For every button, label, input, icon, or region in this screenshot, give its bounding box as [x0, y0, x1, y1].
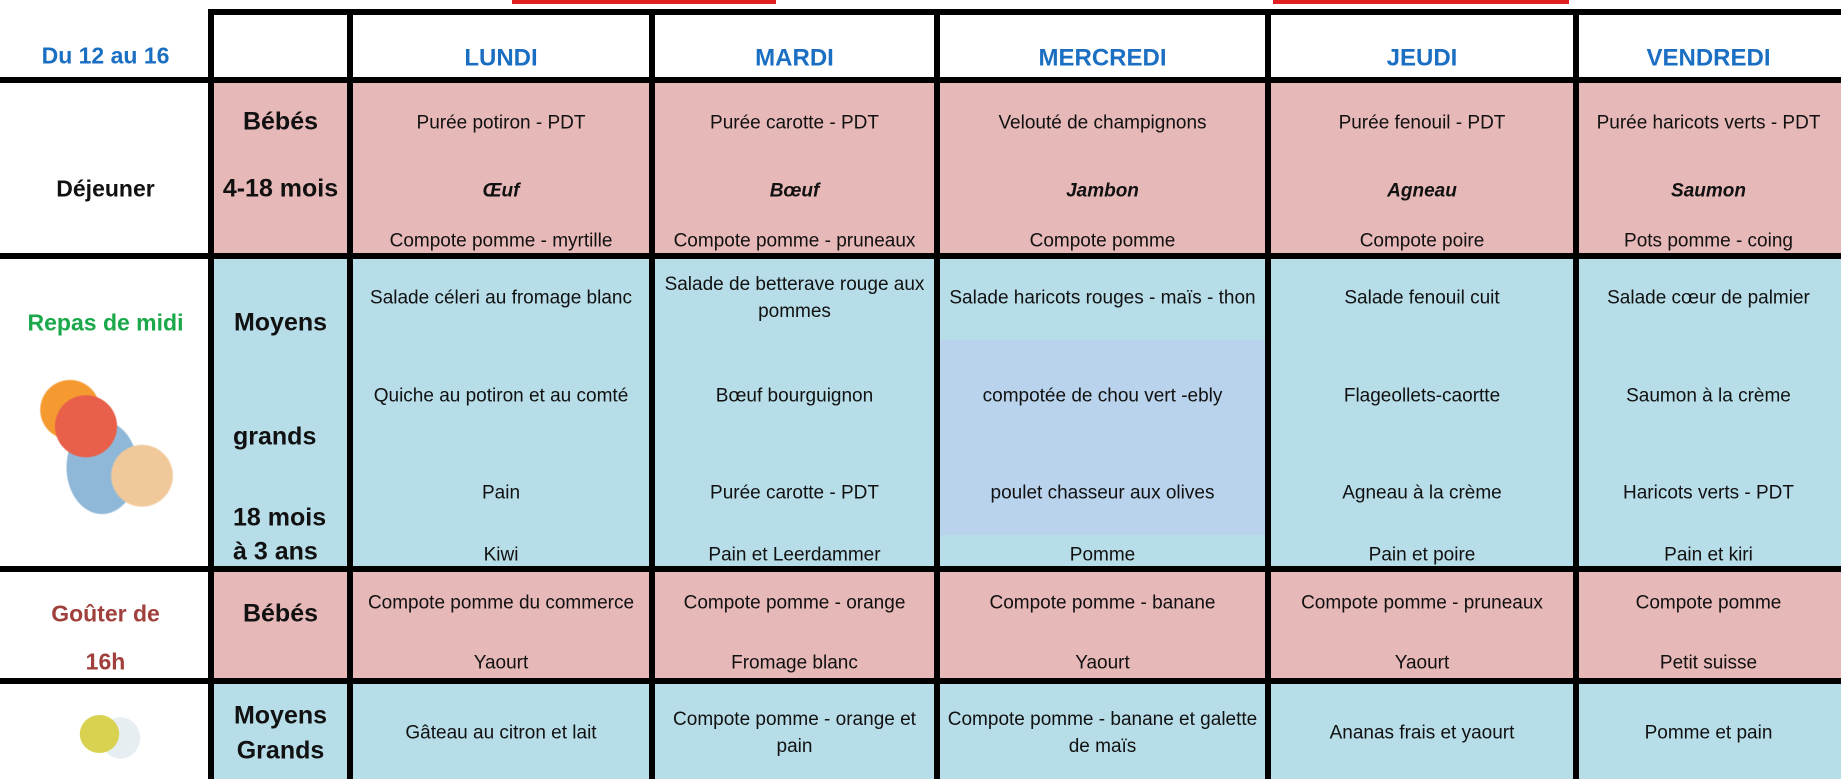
day-header: VENDREDI	[1646, 44, 1771, 72]
day-header: LUNDI	[464, 44, 538, 72]
group-label: Bébés	[242, 599, 319, 628]
menu-item: Fromage blanc	[731, 652, 858, 674]
meal-label: Goûter de	[51, 600, 160, 627]
menu-item: Quiche au potiron et au comté	[373, 385, 629, 407]
menu-item: Compote pomme - myrtille	[389, 230, 613, 252]
menu-item: Gâteau au citron et lait	[405, 722, 597, 744]
menu-item: Pain	[481, 482, 521, 504]
menu-item: Purée haricots verts - PDT	[1596, 112, 1821, 134]
menu-item: Yaourt	[1075, 652, 1130, 674]
menu-item: Saumon à la crème	[1626, 385, 1791, 407]
menu-item: Salade cœur de palmier	[1607, 287, 1810, 309]
menu-item: Petit suisse	[1659, 652, 1758, 674]
menu-item: Compote pomme - pruneaux	[1301, 592, 1543, 614]
menu-item: Pain et Leerdammer	[708, 544, 881, 566]
menu-item: Salade haricots rouges - maïs - thon	[949, 287, 1256, 309]
day-header: MARDI	[755, 44, 834, 72]
menu-item: compotée de chou vert -ebly	[982, 385, 1223, 407]
menu-item: Salade céleri au fromage blanc	[370, 287, 632, 309]
menu-item: Pain et poire	[1368, 544, 1476, 566]
day-header: MERCREDI	[1038, 44, 1167, 72]
col-border	[208, 9, 214, 779]
row-border	[0, 566, 1841, 572]
menu-item: Purée carotte - PDT	[710, 112, 879, 134]
food-image	[30, 352, 190, 517]
group-label: Grands	[236, 736, 325, 765]
group-label: Moyens	[233, 701, 328, 730]
col-border	[934, 9, 940, 779]
menu-item: Agneau à la crème	[1342, 482, 1502, 504]
menu-item: Compote pomme - banane	[989, 592, 1216, 614]
menu-item: Compote pomme - orange et pain	[673, 709, 916, 757]
group-label: à 3 ans	[233, 537, 318, 566]
col-border	[1573, 9, 1579, 779]
menu-item: Agneau	[1387, 180, 1457, 202]
row-bg	[211, 80, 1841, 256]
group-label: 18 mois	[233, 503, 327, 532]
menu-item: poulet chasseur aux olives	[990, 482, 1215, 504]
day-header: JEUDI	[1386, 44, 1458, 72]
group-label: 4-18 mois	[222, 174, 339, 203]
menu-item: Salade fenouil cuit	[1344, 287, 1500, 309]
col-border	[1265, 9, 1271, 779]
menu-item: Velouté de champignons	[998, 112, 1207, 134]
group-label: grands	[233, 422, 317, 451]
col-border	[347, 9, 353, 779]
menu-item: Compote pomme - pruneaux	[673, 230, 916, 252]
row-border	[0, 77, 1841, 83]
menu-item: Pain et kiri	[1664, 544, 1753, 566]
menu-item: Flageollets-caortte	[1343, 385, 1501, 407]
menu-item: Purée carotte - PDT	[710, 482, 879, 504]
decoration	[1273, 0, 1569, 4]
row-bg	[211, 681, 1841, 779]
menu-item: Pomme et pain	[1644, 722, 1773, 744]
meal-label: Repas de midi	[27, 309, 184, 336]
menu-item: Salade de betterave rouge aux pommes	[664, 274, 925, 322]
menu-item: Compote pomme du commerce	[367, 592, 635, 614]
menu-item: Haricots verts - PDT	[1622, 482, 1795, 504]
menu-item: Compote pomme	[1029, 230, 1176, 252]
meal-label: 16h	[85, 648, 126, 675]
menu-item: Œuf	[482, 180, 520, 202]
menu-item: Compote poire	[1359, 230, 1485, 252]
group-label: Moyens	[233, 308, 328, 337]
menu-item: Kiwi	[483, 544, 519, 566]
menu-item: Compote pomme - banane et galette de maï…	[947, 709, 1258, 757]
menu-item: Compote pomme	[1635, 592, 1782, 614]
menu-item: Pots pomme - coing	[1624, 230, 1793, 252]
menu-item: Ananas frais et yaourt	[1329, 722, 1515, 744]
menu-item: Saumon	[1671, 180, 1746, 202]
snack-image	[75, 690, 145, 770]
highlight	[940, 340, 1265, 535]
menu-item: Purée potiron - PDT	[416, 112, 586, 134]
decoration	[512, 0, 776, 4]
row-border	[0, 678, 1841, 684]
menu-item: Purée fenouil - PDT	[1338, 112, 1506, 134]
meal-label: Déjeuner	[56, 175, 155, 202]
group-label: Bébés	[242, 107, 319, 136]
menu-item: Jambon	[1066, 180, 1139, 202]
menu-item: Bœuf	[769, 180, 820, 202]
row-border	[211, 253, 1841, 259]
row-bg	[211, 569, 1841, 681]
row-border	[211, 9, 1841, 15]
menu-item: Yaourt	[1394, 652, 1450, 674]
menu-item: Pomme	[1069, 544, 1136, 566]
menu-item: Yaourt	[473, 652, 529, 674]
period: Du 12 au 16	[41, 42, 170, 69]
col-border	[649, 9, 655, 779]
menu-item: Bœuf bourguignon	[715, 385, 874, 407]
menu-item: Compote pomme - orange	[683, 592, 906, 614]
